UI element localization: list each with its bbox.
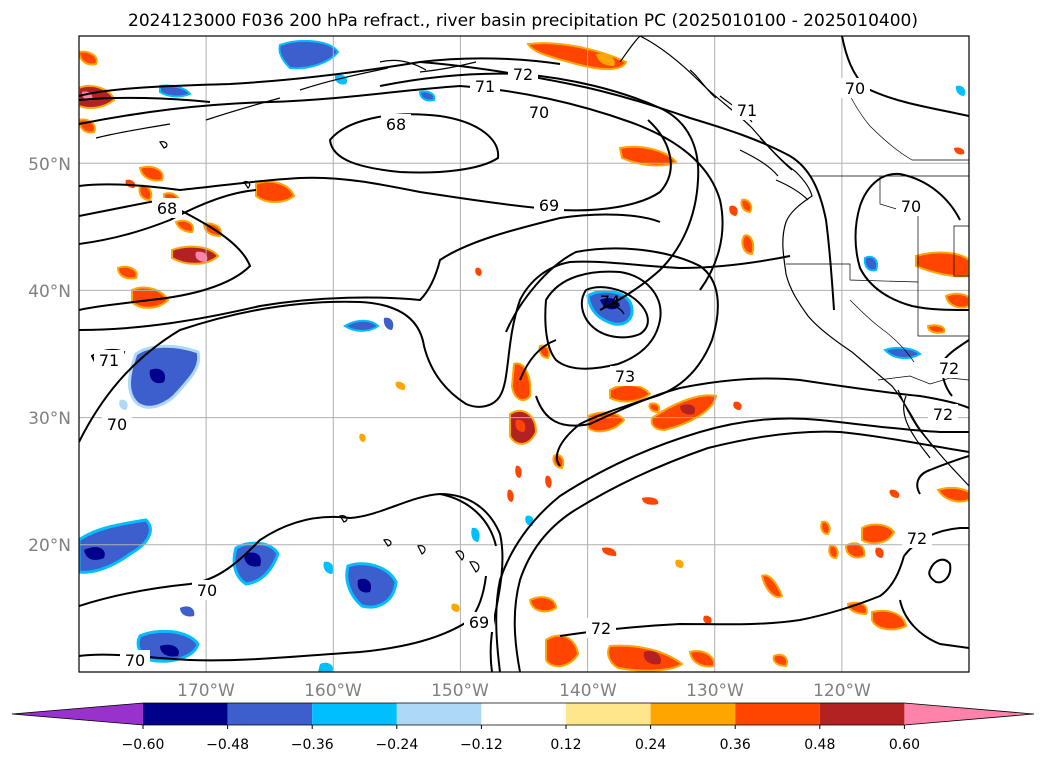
colorbar-tick-label: −0.12 xyxy=(460,737,503,753)
lon-label: 140°W xyxy=(559,681,617,701)
lon-label: 160°W xyxy=(304,681,362,701)
lon-label: 120°W xyxy=(813,681,871,701)
contour-label: 74 xyxy=(600,292,620,311)
contour-label: 73 xyxy=(615,367,635,386)
colorbar-segment xyxy=(650,703,736,725)
colorbar-tick-label: 0.36 xyxy=(720,737,751,753)
colorbar-segment xyxy=(227,703,313,725)
lat-label: 40°N xyxy=(28,282,71,302)
contour-label: 68 xyxy=(386,115,406,134)
coastlines xyxy=(95,36,969,573)
colorbar-tick-label: −0.48 xyxy=(206,737,249,753)
colorbar-segment xyxy=(481,703,566,725)
lat-label: 50°N xyxy=(28,155,71,175)
lon-label: 170°W xyxy=(177,681,235,701)
contour-label: 68 xyxy=(157,199,177,218)
colorbar-ticks xyxy=(142,725,905,729)
colorbar-extend-low xyxy=(12,703,143,725)
colorbar-segment xyxy=(312,703,397,725)
contour-label: 71 xyxy=(737,101,757,120)
contour-label: 70 xyxy=(125,651,145,670)
colorbar-tick-label: −0.36 xyxy=(291,737,334,753)
colorbar-tick-label: 0.24 xyxy=(635,737,666,753)
map-title: 2024123000 F036 200 hPa refract., river … xyxy=(128,11,918,31)
colorbar-segment xyxy=(396,703,482,725)
graticule xyxy=(79,36,969,672)
colorbar-tick-label: −0.60 xyxy=(122,737,165,753)
contour-label: 72 xyxy=(513,65,533,84)
contour-label: 69 xyxy=(469,613,489,632)
latitude-labels: 20°N 30°N 40°N 50°N xyxy=(28,155,71,556)
contour-label: 70 xyxy=(901,197,921,216)
colorbar-tick-label: 0.48 xyxy=(804,737,835,753)
contour-label: 70 xyxy=(529,103,549,122)
colorbar-segment xyxy=(566,703,651,725)
contour-label: 70 xyxy=(845,79,865,98)
colorbar-tick-label: 0.12 xyxy=(550,737,581,753)
negative-pc-areas xyxy=(79,40,966,672)
colorbar-segment xyxy=(735,703,820,725)
colorbar-segment xyxy=(819,703,905,725)
colorbar: −0.60 −0.48 −0.36 −0.24 −0.12 0.12 0.24 … xyxy=(11,702,1035,753)
map-frame xyxy=(78,35,970,673)
positive-pc-areas xyxy=(79,42,969,672)
lon-label: 130°W xyxy=(686,681,744,701)
contour-label: 69 xyxy=(539,196,559,215)
contour-label: 71 xyxy=(99,351,119,370)
map-panel: 72 71 70 68 69 71 70 68 70 71 70 73 74 xyxy=(79,36,969,672)
contour-labels: 72 71 70 68 69 71 70 68 70 71 70 73 74 xyxy=(94,63,964,670)
contour-label: 72 xyxy=(591,619,611,638)
contour-label: 70 xyxy=(107,415,127,434)
contour-label: 72 xyxy=(939,359,959,378)
lat-label: 20°N xyxy=(28,536,71,556)
contour-label: 72 xyxy=(907,529,927,548)
colorbar-tick-label: 0.60 xyxy=(889,737,920,753)
colorbar-extend-high xyxy=(904,703,1034,725)
lon-label: 150°W xyxy=(431,681,489,701)
contour-label: 71 xyxy=(475,77,495,96)
colorbar-segment xyxy=(143,703,228,725)
contour-label: 72 xyxy=(933,405,953,424)
colorbar-tick-label: −0.24 xyxy=(375,737,418,753)
contour-label: 70 xyxy=(197,581,217,600)
longitude-labels: 170°W 160°W 150°W 140°W 130°W 120°W xyxy=(177,681,871,701)
lat-label: 30°N xyxy=(28,409,71,429)
